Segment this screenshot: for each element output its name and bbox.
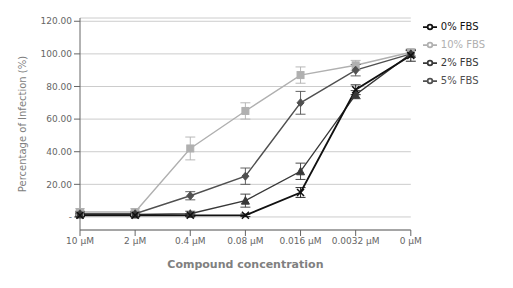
svg-text:100.00: 100.00 [41, 49, 73, 59]
svg-text:40.00: 40.00 [46, 147, 72, 157]
svg-text:Percentage of Infection (%): Percentage of Infection (%) [17, 56, 28, 192]
svg-text:10 μM: 10 μM [66, 236, 94, 246]
svg-text:-: - [69, 212, 72, 222]
svg-text:0.016 μM: 0.016 μM [279, 236, 321, 246]
svg-text:80.00: 80.00 [46, 82, 72, 92]
html-text:0% FBS: 0% FBS [440, 21, 479, 32]
svg-text:120.00: 120.00 [41, 16, 73, 26]
svg-text:60.00: 60.00 [46, 114, 72, 124]
svg-text:0.4 μM: 0.4 μM [175, 236, 206, 246]
svg-text:2 μM: 2 μM [124, 236, 146, 246]
svg-text:0.0032 μM: 0.0032 μM [332, 236, 380, 246]
svg-text:0.08 μM: 0.08 μM [227, 236, 263, 246]
svg-text:Compound concentration: Compound concentration [167, 258, 323, 271]
html-text:10% FBS: 10% FBS [440, 39, 485, 50]
html-text:5% FBS: 5% FBS [440, 75, 479, 86]
html-text:2% FBS: 2% FBS [440, 57, 479, 68]
svg-text:0 μM: 0 μM [400, 236, 422, 246]
svg-text:20.00: 20.00 [46, 180, 72, 190]
